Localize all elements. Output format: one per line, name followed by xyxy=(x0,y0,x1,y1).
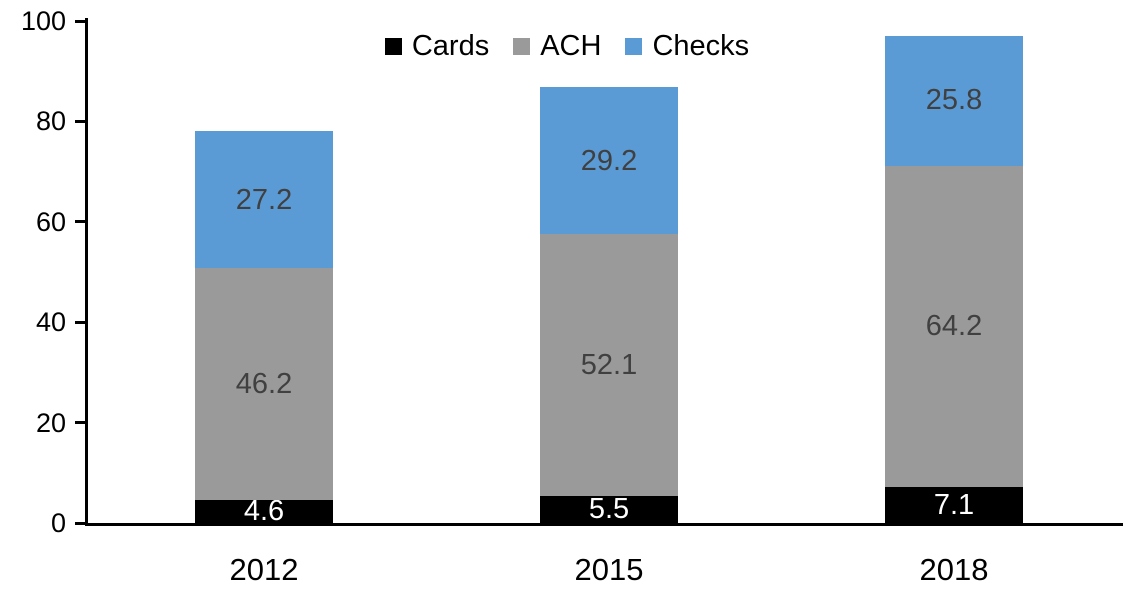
bar-segment-checks xyxy=(540,87,678,234)
bar-segment-ach xyxy=(540,234,678,496)
y-axis-line xyxy=(85,18,88,526)
legend-label: Cards xyxy=(411,30,490,62)
y-axis-tick xyxy=(75,20,85,23)
y-axis-tick xyxy=(75,220,85,223)
x-axis-label: 2015 xyxy=(574,552,644,587)
y-tick-label: 60 xyxy=(35,207,66,237)
data-label: 52.1 xyxy=(580,349,638,381)
data-label: 29.2 xyxy=(580,145,638,177)
y-tick-label: 20 xyxy=(35,408,66,438)
legend: Cards ACH Checks xyxy=(0,28,1134,64)
bar-segment-ach xyxy=(195,268,333,500)
bar-segment-cards xyxy=(195,500,333,523)
legend-swatch-icon xyxy=(384,37,402,55)
y-axis-tick xyxy=(75,321,85,324)
bar-segment-cards xyxy=(540,495,678,523)
x-axis-label: 2018 xyxy=(919,552,989,587)
y-axis-tick xyxy=(75,522,85,525)
data-label: 27.2 xyxy=(235,184,293,216)
y-tick-label: 40 xyxy=(35,307,66,337)
legend-item-cards: Cards xyxy=(384,28,490,64)
legend-swatch-icon xyxy=(513,37,531,55)
y-tick-label: 0 xyxy=(50,508,66,538)
y-axis-tick xyxy=(75,120,85,123)
y-axis-tick xyxy=(75,421,85,424)
data-label: 4.6 xyxy=(243,495,285,527)
legend-label: Checks xyxy=(652,30,750,62)
bar-segment-cards xyxy=(885,487,1023,523)
y-tick-label: 100 xyxy=(20,6,66,36)
x-axis-line xyxy=(85,523,1123,526)
data-label: 5.5 xyxy=(588,493,630,525)
bar-segment-checks xyxy=(885,36,1023,166)
legend-swatch-icon xyxy=(625,37,643,55)
bar-segment-checks xyxy=(195,131,333,268)
legend-item-ach: ACH xyxy=(513,28,601,64)
legend-item-checks: Checks xyxy=(625,28,749,64)
data-label: 46.2 xyxy=(235,368,293,400)
bar-segment-ach xyxy=(885,165,1023,487)
y-tick-label: 80 xyxy=(35,106,66,136)
data-label: 25.8 xyxy=(925,84,983,116)
data-label: 7.1 xyxy=(933,489,975,521)
x-axis-label: 2012 xyxy=(229,552,299,587)
data-label: 64.2 xyxy=(925,310,983,342)
legend-label: ACH xyxy=(540,30,602,62)
